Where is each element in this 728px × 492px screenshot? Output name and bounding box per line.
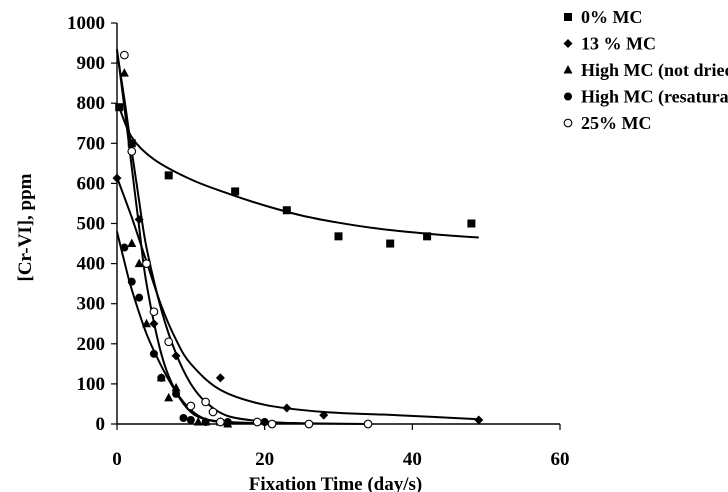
fit-line-open-circle [116, 50, 369, 425]
data-point-triangle [127, 238, 137, 248]
data-point-triangle [171, 382, 181, 392]
data-markers [112, 50, 484, 429]
data-point-open-circle [304, 419, 314, 429]
legend-marker-square [564, 13, 572, 21]
legend-marker-open-circle [563, 118, 573, 128]
data-point-circle [260, 417, 269, 426]
data-point-open-circle [252, 417, 262, 427]
data-point-triangle [142, 318, 152, 328]
x-tick-label: 20 [255, 449, 274, 470]
x-tick-label: 0 [112, 449, 122, 470]
data-point-circle [149, 349, 158, 358]
data-point-diamond [319, 410, 329, 420]
legend-label: High MC (resaturated) [581, 87, 728, 108]
fit-line-circle [116, 231, 265, 425]
legend-marker-diamond [563, 39, 573, 48]
data-point-diamond [134, 214, 144, 224]
data-point-open-circle [186, 401, 196, 411]
y-tick-label: 600 [77, 173, 106, 194]
data-point-square [127, 139, 136, 148]
fit-line-diamond [116, 177, 479, 421]
x-axis-label: Fixation Time (day/s) [249, 474, 422, 492]
data-point-open-circle [201, 397, 210, 407]
data-point-circle [135, 293, 144, 302]
data-point-square [115, 103, 124, 112]
data-point-open-circle [208, 407, 218, 417]
y-tick-label: 200 [77, 334, 106, 355]
data-point-triangle [164, 392, 174, 402]
legend: 0% MC 13 % MC High MC (not dried) High MC (… [563, 7, 728, 133]
legend-label: 25% MC [581, 113, 652, 133]
y-tick-label: 300 [77, 294, 106, 315]
data-point-square [423, 232, 432, 241]
y-tick-label: 500 [77, 214, 106, 235]
y-tick-label: 400 [77, 254, 106, 275]
data-point-circle [157, 373, 166, 382]
data-point-circle [179, 413, 188, 422]
data-point-circle [186, 415, 195, 424]
data-point-circle [120, 243, 129, 252]
data-point-circle [127, 277, 136, 286]
data-point-circle [201, 417, 210, 426]
data-point-diamond [112, 173, 122, 183]
legend-marker-circle [564, 92, 572, 101]
data-point-square [231, 187, 240, 196]
data-point-open-circle [216, 417, 225, 427]
y-tick-label: 700 [77, 133, 106, 154]
x-tick-label: 60 [551, 449, 570, 470]
y-tick-label: 900 [77, 53, 106, 74]
legend-marker-triangle [563, 65, 573, 74]
data-point-square [334, 232, 343, 241]
data-point-triangle [119, 68, 129, 77]
data-point-open-circle [142, 259, 151, 268]
data-point-diamond [171, 351, 181, 361]
data-point-open-circle [363, 419, 373, 429]
y-tick-label: 800 [77, 93, 106, 114]
legend-label: 0% MC [581, 7, 643, 27]
y-tick-label: 100 [77, 374, 106, 395]
data-point-open-circle [149, 307, 159, 317]
data-point-diamond [149, 319, 159, 329]
data-point-square [164, 171, 173, 180]
data-point-triangle [193, 416, 203, 426]
data-point-circle [172, 389, 181, 398]
data-point-open-circle [127, 146, 137, 156]
data-point-open-circle [164, 337, 174, 347]
data-point-square [467, 219, 476, 228]
data-point-diamond [282, 403, 292, 413]
data-point-open-circle [120, 50, 129, 60]
axes: 0 100 200 300 400 500 600 700 800 900 1000 0 20 40 60 [67, 13, 570, 470]
data-point-square [282, 206, 291, 215]
data-point-diamond [215, 373, 225, 383]
y-tick-label: 0 [96, 414, 106, 435]
data-point-circle [223, 417, 232, 426]
legend-label: High MC (not dried) [581, 60, 728, 81]
data-point-open-circle [267, 419, 277, 429]
legend-label: 13 % MC [581, 34, 656, 54]
y-axis-label: [Cr-VI], ppm [15, 173, 36, 281]
fit-line-square [118, 106, 479, 239]
data-point-diamond [474, 415, 484, 425]
data-point-square [386, 239, 395, 248]
y-tick-label: 1000 [67, 13, 105, 34]
data-point-triangle [134, 258, 144, 268]
x-tick-label: 40 [403, 449, 422, 470]
